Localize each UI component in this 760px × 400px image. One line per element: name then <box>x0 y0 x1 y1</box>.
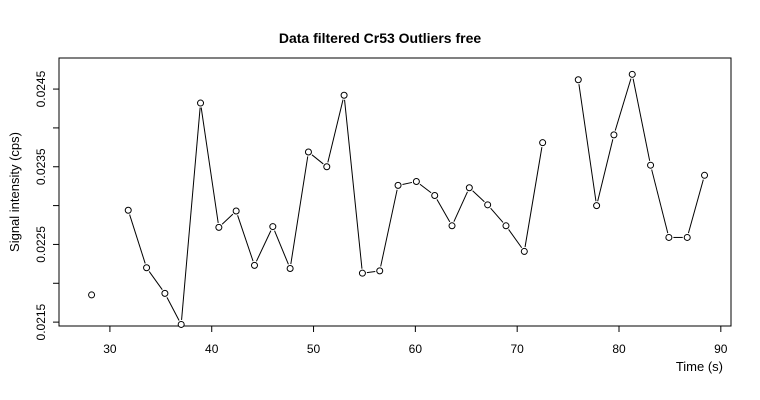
data-point <box>177 320 185 328</box>
series-line-segment <box>148 271 163 291</box>
y-tick-label: 0.0235 <box>34 148 48 185</box>
series-line-segment <box>311 154 324 165</box>
series-line-segment <box>255 230 272 262</box>
series-line-segment <box>687 179 704 234</box>
series-line-segment <box>490 207 504 223</box>
data-point <box>304 148 312 156</box>
y-tick-label: 0.0215 <box>34 303 48 340</box>
data-point <box>143 264 151 272</box>
series-line-segment <box>129 214 146 264</box>
series-line-segment <box>436 199 451 223</box>
series-line-segment <box>200 107 219 223</box>
data-point <box>484 201 492 209</box>
series-line-segment <box>274 230 289 265</box>
series-line-segment <box>508 229 523 249</box>
data-point <box>197 99 205 107</box>
data-point <box>215 223 223 231</box>
data-point <box>286 265 294 273</box>
x-tick-label: 50 <box>307 342 321 356</box>
series-line-segment <box>632 78 651 161</box>
series-line-segment <box>453 191 468 222</box>
data-point <box>88 291 96 299</box>
series-line-segment <box>237 215 254 262</box>
x-tick-label: 60 <box>409 342 423 356</box>
data-point <box>465 184 473 192</box>
data-point <box>647 161 655 169</box>
y-tick-label: 0.0245 <box>34 70 48 107</box>
series-line-segment <box>290 156 309 265</box>
data-point <box>593 202 601 210</box>
x-tick-label: 40 <box>205 342 219 356</box>
series-line-segment <box>166 297 180 321</box>
series-line-segment <box>597 139 614 202</box>
series-line-segment <box>472 190 485 203</box>
series-line-segment <box>380 189 398 267</box>
x-tick-label: 80 <box>612 342 626 356</box>
data-point <box>323 163 331 171</box>
data-point <box>520 247 528 255</box>
data-point <box>665 233 673 241</box>
y-tick-label: 0.0225 <box>34 226 48 263</box>
data-point <box>683 233 691 241</box>
series-line-segment <box>578 84 597 202</box>
data-point <box>448 222 456 230</box>
data-point <box>574 76 582 84</box>
series-line-segment <box>524 147 543 248</box>
data-point <box>269 223 277 231</box>
data-point <box>376 267 384 275</box>
data-point <box>610 131 618 139</box>
series-line-segment <box>614 78 632 131</box>
x-tick-label: 90 <box>714 342 728 356</box>
series-line-segment <box>327 99 344 163</box>
x-axis-label: Time (s) <box>676 359 723 374</box>
series-line-segment <box>181 107 201 321</box>
series-line-segment <box>344 99 363 269</box>
series-line-segment <box>651 169 669 234</box>
data-point <box>628 70 636 78</box>
x-tick-label: 30 <box>103 342 117 356</box>
series-line-segment <box>366 270 376 274</box>
series-line-segment <box>419 183 432 194</box>
data-point <box>539 139 547 147</box>
data-point <box>340 91 348 99</box>
data-point <box>161 289 169 297</box>
data-point <box>701 171 709 179</box>
x-tick-label: 70 <box>511 342 525 356</box>
data-point <box>250 261 258 269</box>
series-line-segment <box>402 181 413 185</box>
data-point <box>394 181 402 189</box>
chart-title: Data filtered Cr53 Outliers free <box>278 30 482 46</box>
data-point <box>358 269 366 277</box>
series-line-segment <box>221 213 234 225</box>
data-point <box>502 222 510 230</box>
data-point <box>124 206 132 214</box>
y-axis-label: Signal intensity (cps) <box>7 132 22 252</box>
data-point <box>431 191 439 199</box>
data-point <box>232 207 240 215</box>
data-point <box>412 178 420 186</box>
